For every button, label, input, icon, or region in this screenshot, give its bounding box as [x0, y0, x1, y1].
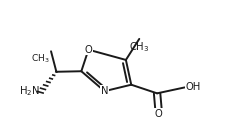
Text: O: O	[154, 109, 162, 119]
Text: OH: OH	[185, 82, 200, 92]
Text: CH$_3$: CH$_3$	[128, 40, 149, 54]
Text: H$_2$N: H$_2$N	[19, 84, 39, 98]
Text: N: N	[100, 86, 108, 96]
Text: CH$_3$: CH$_3$	[30, 52, 49, 65]
Text: O: O	[84, 45, 92, 55]
